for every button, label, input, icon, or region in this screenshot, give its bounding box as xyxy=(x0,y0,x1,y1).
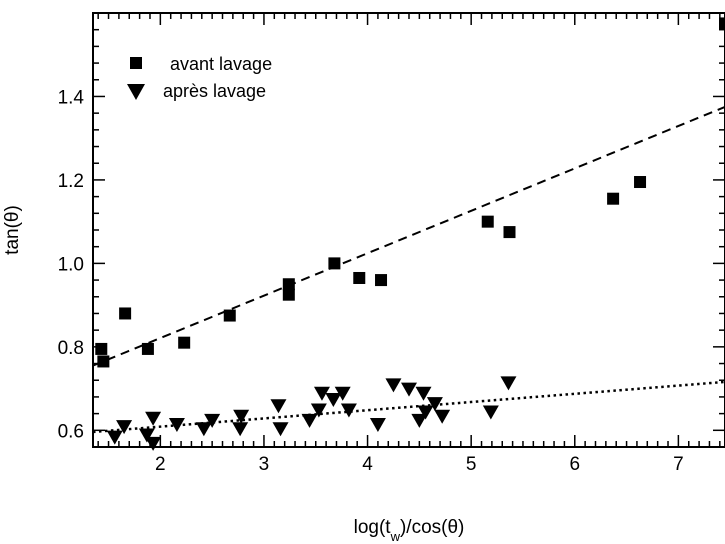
y-tick-label: 1.2 xyxy=(58,171,84,192)
point-avant-lavage xyxy=(97,355,110,368)
fit-line-avant-lavage xyxy=(92,105,725,367)
point-apres-lavage xyxy=(426,397,443,412)
point-apres-lavage xyxy=(310,403,327,418)
point-apres-lavage xyxy=(145,436,162,451)
point-apres-lavage xyxy=(325,393,342,408)
point-avant-lavage xyxy=(375,274,388,287)
point-avant-lavage xyxy=(141,342,154,355)
point-avant-lavage xyxy=(282,288,295,301)
point-apres-lavage xyxy=(334,386,351,401)
data-points xyxy=(95,17,725,451)
x-tick-label: 3 xyxy=(259,454,270,475)
legend-label-avant-lavage: avant lavage xyxy=(170,54,272,74)
x-tick-label: 2 xyxy=(155,454,166,475)
point-apres-lavage xyxy=(233,409,250,424)
tick-labels: 2 3 4 5 6 7 0.6 0.8 1.0 1.2 1.4 xyxy=(58,87,684,475)
y-tick-label: 1.0 xyxy=(58,254,84,275)
point-avant-lavage xyxy=(481,215,494,228)
point-avant-lavage xyxy=(503,226,516,239)
point-apres-lavage xyxy=(270,399,287,414)
point-avant-lavage xyxy=(178,336,191,349)
point-apres-lavage xyxy=(232,422,249,437)
point-apres-lavage xyxy=(500,376,517,391)
x-tick-label: 5 xyxy=(466,454,477,475)
point-apres-lavage xyxy=(482,405,499,420)
point-apres-lavage xyxy=(411,413,428,428)
x-tick-label: 4 xyxy=(362,454,373,475)
point-apres-lavage xyxy=(313,386,330,401)
point-apres-lavage xyxy=(417,405,434,420)
point-apres-lavage xyxy=(195,422,212,437)
point-avant-lavage xyxy=(719,17,725,30)
point-avant-lavage xyxy=(223,309,236,322)
point-apres-lavage xyxy=(434,409,451,424)
point-avant-lavage xyxy=(353,271,366,284)
point-avant-lavage xyxy=(634,176,647,189)
point-apres-lavage xyxy=(415,386,432,401)
y-tick-label: 1.4 xyxy=(58,87,85,108)
point-apres-lavage xyxy=(401,382,417,397)
y-tick-label: 0.6 xyxy=(58,421,84,442)
point-apres-lavage xyxy=(369,418,386,433)
point-avant-lavage xyxy=(607,192,620,205)
legend: avant lavage après lavage xyxy=(127,54,272,101)
x-tick-label: 6 xyxy=(569,454,580,475)
point-apres-lavage xyxy=(145,411,162,426)
axis-ticks xyxy=(93,12,725,448)
fit-line-apres-lavage xyxy=(92,380,725,434)
legend-marker-triangle xyxy=(127,84,145,100)
point-avant-lavage xyxy=(328,257,341,270)
y-tick-label: 0.8 xyxy=(58,338,84,359)
point-avant-lavage xyxy=(95,342,108,355)
point-apres-lavage xyxy=(340,403,357,418)
legend-label-apres-lavage: après lavage xyxy=(163,81,266,101)
legend-marker-square xyxy=(130,57,142,69)
point-apres-lavage xyxy=(204,413,221,428)
point-apres-lavage xyxy=(106,430,123,445)
point-apres-lavage xyxy=(168,418,185,433)
fit-lines xyxy=(92,105,725,434)
plot-frame xyxy=(92,12,725,448)
point-apres-lavage xyxy=(301,413,318,428)
point-apres-lavage xyxy=(385,378,402,393)
y-axis-title: tan(θ) xyxy=(2,205,23,255)
point-apres-lavage xyxy=(116,420,133,435)
point-apres-lavage xyxy=(138,428,155,443)
point-apres-lavage xyxy=(272,422,289,437)
x-tick-label: 7 xyxy=(673,454,684,475)
point-avant-lavage xyxy=(119,307,132,320)
x-axis-title: log(tw)/cos(θ) xyxy=(354,517,465,544)
point-avant-lavage xyxy=(282,278,295,291)
